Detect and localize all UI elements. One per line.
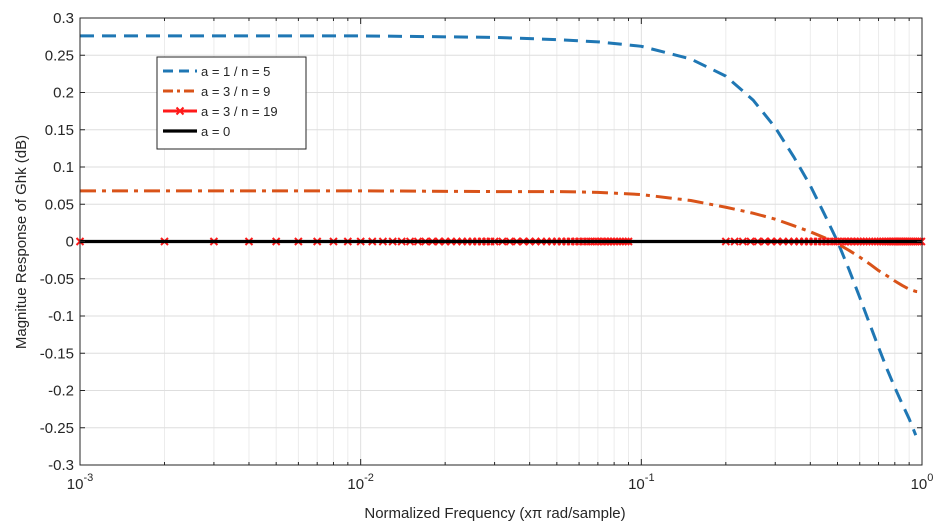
y-tick-label: 0.1: [53, 159, 74, 176]
x-tick-label: 10-1: [628, 472, 654, 493]
y-tick-label: -0.2: [48, 383, 74, 400]
x-tick-label: 100: [911, 472, 934, 493]
series-group: [75, 34, 926, 436]
y-axis-label: Magnitue Response of Ghk (dB): [13, 135, 30, 349]
legend-label: a = 0: [201, 124, 230, 139]
y-tick-label: 0.15: [45, 122, 74, 139]
legend-label: a = 3 / n = 9: [201, 84, 270, 99]
y-tick-label: -0.1: [48, 308, 74, 325]
legend-marker: [175, 106, 185, 116]
x-tick-label: 10-3: [67, 472, 93, 493]
y-tick-label: 0.2: [53, 85, 74, 102]
y-tick-label: 0.3: [53, 10, 74, 27]
x-axis-label: Normalized Frequency (xπ rad/sample): [364, 505, 625, 522]
axes: 0.3 0.25 0.2 0.15 0.1 0.05 0 -0.05 -0.1 -0.15 -0.2…: [40, 10, 934, 493]
y-tick-label: -0.15: [40, 345, 74, 362]
x-tick-label: 10-2: [347, 472, 373, 493]
legend-label: a = 3 / n = 19: [201, 104, 278, 119]
y-tick-label: 0: [66, 234, 74, 251]
legend-label: a = 1 / n = 5: [201, 64, 270, 79]
y-tick-label: -0.05: [40, 271, 74, 288]
y-tick-label: -0.3: [48, 457, 74, 474]
y-tick-label: 0.25: [45, 47, 74, 64]
y-tick-label: -0.25: [40, 420, 74, 437]
series-line: [80, 34, 918, 436]
y-tick-label: 0.05: [45, 196, 74, 213]
legend: a = 1 / n = 5 a = 3 / n = 9 a = 3 / n = 19…: [156, 56, 307, 150]
series-line: [80, 189, 923, 294]
